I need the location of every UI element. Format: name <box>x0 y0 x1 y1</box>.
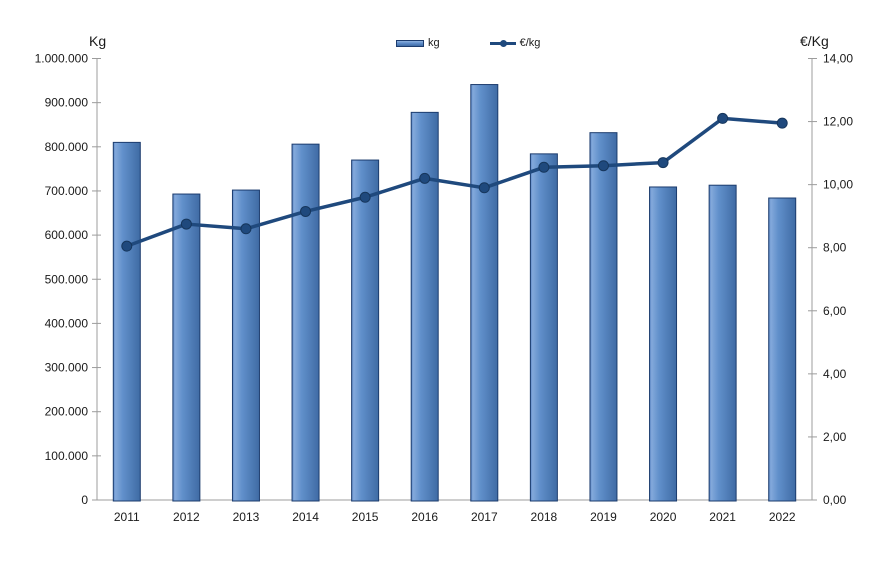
x-axis-category-label: 2011 <box>114 510 140 524</box>
bar-2017 <box>470 84 499 502</box>
right-axis-tick-label: 2,00 <box>823 430 847 444</box>
eur-kg-marker-2012 <box>180 218 192 230</box>
bar-2016 <box>410 111 439 502</box>
eur-kg-marker-2020 <box>657 157 669 169</box>
left-axis-tick-label: 1.000.000 <box>35 52 89 66</box>
left-axis-tick-label: 400.000 <box>45 316 89 330</box>
bar-2022 <box>768 197 797 502</box>
left-axis-tick-label: 100.000 <box>45 449 89 463</box>
line-series-swatch-icon <box>489 39 516 48</box>
eur-kg-marker-2015 <box>359 191 371 203</box>
bar-series-swatch-icon <box>396 39 424 47</box>
left-axis-tick-label: 300.000 <box>45 361 89 375</box>
bar-2020 <box>649 186 678 502</box>
legend-label-eur-kg: €/kg <box>519 37 541 49</box>
bar-2012 <box>172 193 201 502</box>
left-axis-tick-label: 0 <box>81 493 88 507</box>
left-axis-tick-label: 900.000 <box>45 96 89 110</box>
left-axis-tick-label: 500.000 <box>45 272 89 286</box>
right-axis-tick-label: 12,00 <box>823 115 853 129</box>
x-axis-category-label: 2015 <box>352 510 379 524</box>
x-axis-category-label: 2019 <box>590 510 617 524</box>
legend-item-eur-kg: €/kg <box>489 37 541 49</box>
right-axis-tick-label: 6,00 <box>823 304 847 318</box>
x-axis-category-label: 2017 <box>471 510 498 524</box>
left-axis-tick-label: 800.000 <box>45 140 89 154</box>
right-axis-tick-label: 14,00 <box>823 52 853 66</box>
x-axis-category-label: 2020 <box>650 510 677 524</box>
left-axis-tick-label: 200.000 <box>45 405 89 419</box>
eur-kg-marker-2021 <box>717 112 729 124</box>
bar-2019 <box>589 132 618 502</box>
eur-kg-marker-2018 <box>538 161 550 173</box>
eur-kg-marker-2011 <box>121 240 133 252</box>
bar-2011 <box>112 141 141 502</box>
eur-kg-marker-2019 <box>597 160 609 172</box>
bar-2013 <box>231 189 260 502</box>
bar-2015 <box>351 159 380 502</box>
bar-2021 <box>708 184 737 502</box>
eur-kg-marker-2013 <box>240 223 252 235</box>
eur-kg-line <box>125 116 784 248</box>
eur-kg-marker-2014 <box>300 205 312 217</box>
x-axis-category-label: 2012 <box>173 510 200 524</box>
right-axis-tick-label: 4,00 <box>823 367 847 381</box>
legend-label-kg: kg <box>428 37 440 49</box>
right-axis-tick-label: 10,00 <box>823 178 853 192</box>
x-axis-category-label: 2022 <box>769 510 796 524</box>
eur-kg-marker-2022 <box>776 117 788 129</box>
legend-item-kg: kg <box>396 37 440 49</box>
x-axis-category-label: 2016 <box>411 510 438 524</box>
x-axis-category-label: 2013 <box>233 510 260 524</box>
bar-2018 <box>529 153 558 502</box>
x-axis-category-label: 2021 <box>709 510 736 524</box>
left-axis-tick-label: 600.000 <box>45 228 89 242</box>
left-axis-title: Kg <box>89 33 107 49</box>
left-axis-tick-label: 700.000 <box>45 184 89 198</box>
right-axis-tick-label: 0,00 <box>823 493 847 507</box>
eur-kg-marker-2016 <box>419 172 431 184</box>
eur-kg-marker-2017 <box>478 182 490 194</box>
right-axis-title: €/Kg <box>800 33 829 49</box>
bar-2014 <box>291 143 320 502</box>
x-axis-category-label: 2014 <box>292 510 319 524</box>
legend: kg €/kg <box>396 37 540 49</box>
right-axis-tick-label: 8,00 <box>823 241 847 255</box>
x-axis-category-label: 2018 <box>531 510 558 524</box>
